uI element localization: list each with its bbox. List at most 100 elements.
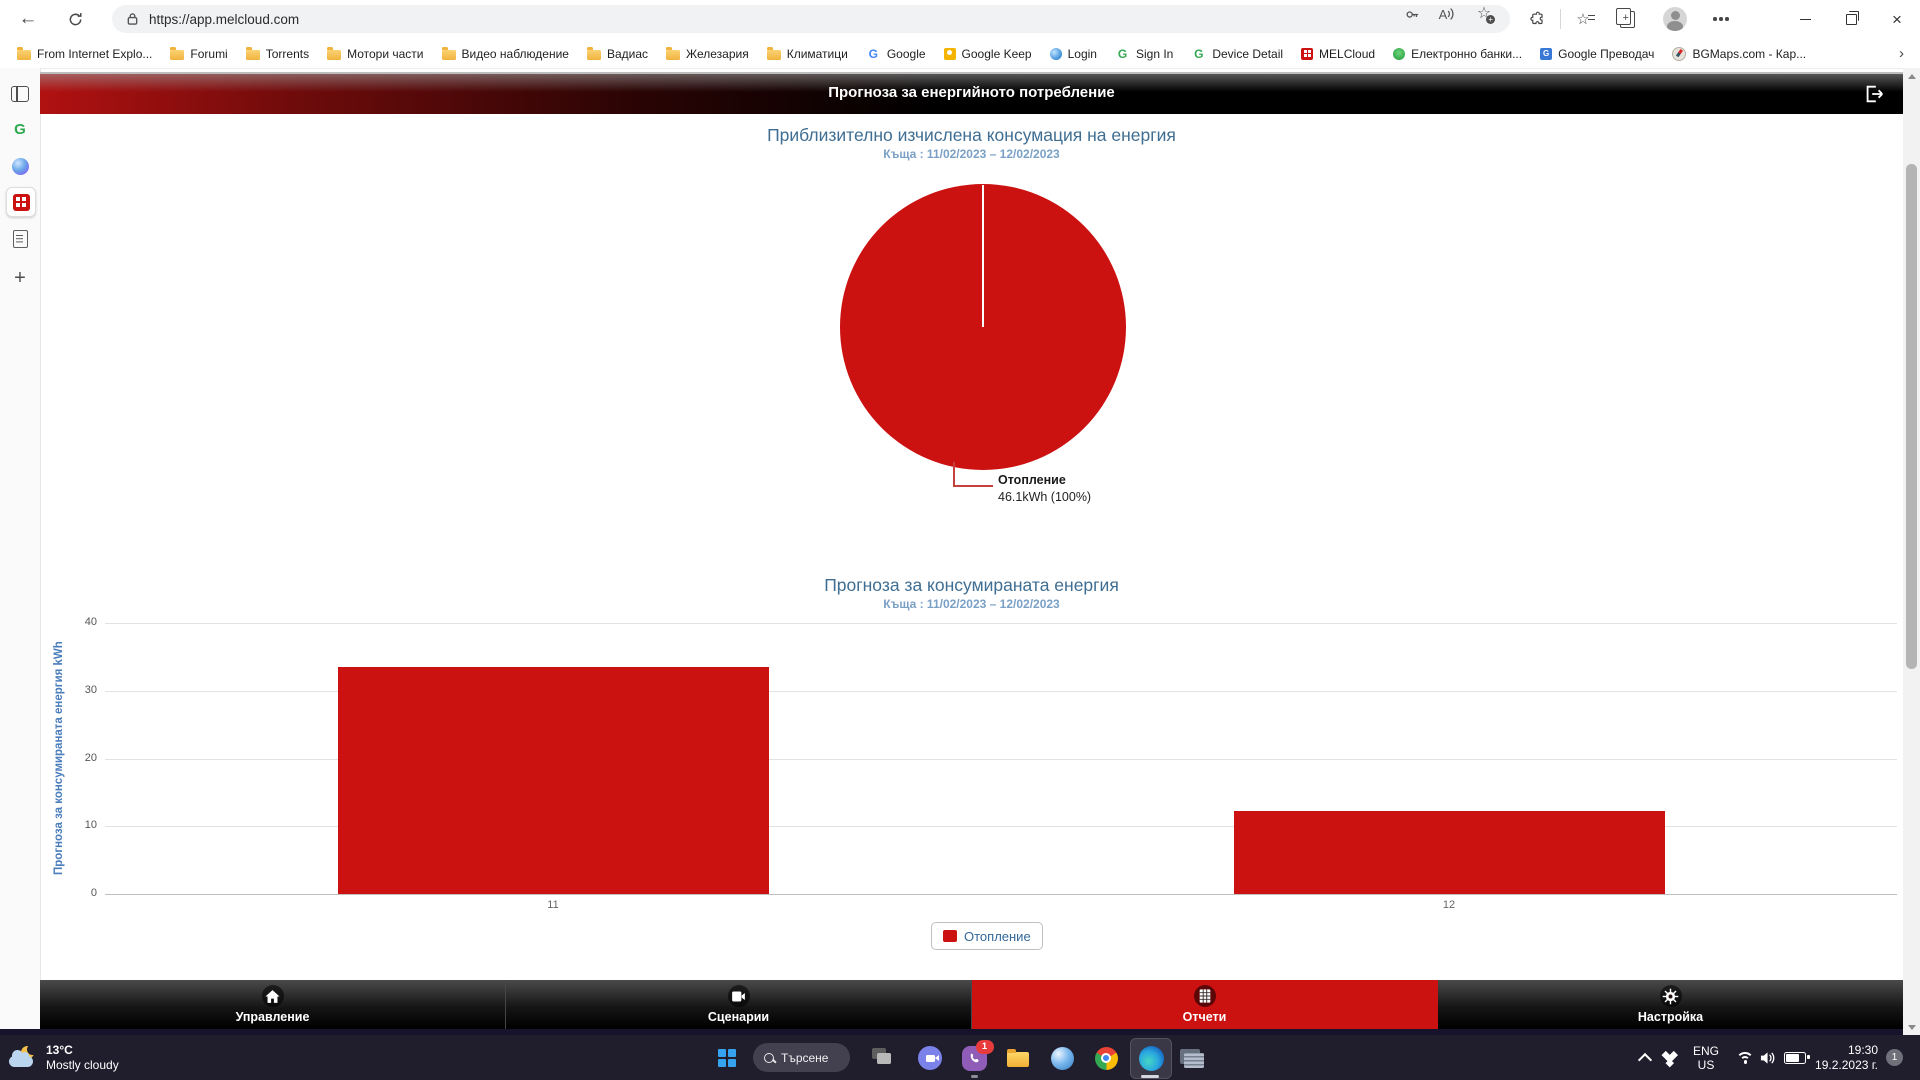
extensions-icon[interactable] bbox=[1522, 4, 1552, 34]
edge-icon[interactable] bbox=[1130, 1038, 1172, 1079]
weather-temperature: 13°C bbox=[46, 1042, 73, 1057]
dropbox-icon[interactable] bbox=[1661, 1035, 1678, 1080]
bookmark-item[interactable]: From Internet Explo... bbox=[10, 44, 159, 64]
battery-icon[interactable] bbox=[1784, 1035, 1810, 1080]
file-explorer-icon[interactable] bbox=[1003, 1043, 1033, 1073]
home-icon bbox=[261, 985, 284, 1007]
chrome-icon[interactable] bbox=[1091, 1043, 1121, 1073]
nav-tab-scenarios[interactable]: Сценарии bbox=[506, 980, 972, 1029]
back-icon[interactable]: ← bbox=[18, 8, 38, 29]
bottom-nav: Управление Сценарии Отчети Настройка bbox=[40, 980, 1903, 1029]
clock[interactable]: 19:30 19.2.2023 г. bbox=[1812, 1035, 1878, 1080]
sidebar-panel-icon[interactable] bbox=[6, 80, 34, 108]
taskbar-search[interactable]: Търсене bbox=[753, 1043, 850, 1072]
site-info-lock-icon[interactable] bbox=[126, 12, 139, 26]
bookmark-item[interactable]: Torrents bbox=[239, 44, 316, 64]
task-view-icon[interactable] bbox=[869, 1043, 899, 1073]
restore-button[interactable] bbox=[1828, 0, 1874, 39]
document-icon[interactable] bbox=[6, 225, 34, 253]
bookmark-item[interactable]: Google Keep bbox=[937, 44, 1039, 64]
vertical-scrollbar[interactable] bbox=[1903, 68, 1920, 1035]
camera-icon bbox=[727, 985, 750, 1007]
scroll-down-icon[interactable] bbox=[1903, 1019, 1920, 1035]
login-icon bbox=[1049, 47, 1062, 60]
weather-widget[interactable]: 13°C Mostly cloudy bbox=[8, 1035, 119, 1080]
gsign-icon bbox=[1191, 47, 1206, 61]
logout-icon[interactable] bbox=[1861, 81, 1887, 107]
bookmark-item[interactable]: Железария bbox=[659, 44, 756, 64]
legend[interactable]: Отопление bbox=[931, 922, 1043, 950]
folder-icon bbox=[586, 47, 601, 60]
notification-badge[interactable]: 1 bbox=[1886, 1035, 1903, 1080]
pie-chart-subtitle: Къща : 11/02/2023 – 12/02/2023 bbox=[883, 147, 1060, 161]
close-button[interactable]: × bbox=[1892, 9, 1902, 29]
image-creator-icon[interactable] bbox=[6, 152, 34, 180]
bookmark-item[interactable]: Sign In bbox=[1108, 44, 1180, 64]
scrollbar-thumb[interactable] bbox=[1906, 164, 1917, 669]
google-shortcut-icon[interactable] bbox=[6, 116, 34, 144]
pie-label-name: Отопление bbox=[998, 473, 1066, 487]
window-bottom-strip bbox=[0, 1029, 1920, 1035]
edge-sidebar: + bbox=[0, 68, 41, 1035]
y-tick-label: 30 bbox=[84, 683, 97, 696]
bookmark-item[interactable]: Google bbox=[859, 44, 933, 64]
language-indicator[interactable]: ENG US bbox=[1692, 1043, 1719, 1072]
profile-avatar[interactable] bbox=[1660, 4, 1690, 34]
wifi-icon[interactable] bbox=[1736, 1035, 1754, 1080]
viber-running-indicator bbox=[971, 1075, 978, 1078]
tray-chevron-icon[interactable] bbox=[1637, 1035, 1653, 1080]
bar-chart-subtitle: Къща : 11/02/2023 – 12/02/2023 bbox=[883, 597, 1060, 611]
keep-icon bbox=[943, 47, 956, 60]
volume-icon[interactable] bbox=[1760, 1035, 1777, 1080]
collections-icon[interactable]: + bbox=[1612, 4, 1642, 34]
bookmark-item[interactable]: Мотори части bbox=[320, 44, 430, 64]
y-tick-label: 0 bbox=[90, 887, 97, 899]
scroll-up-icon[interactable] bbox=[1903, 68, 1920, 84]
bookmark-item[interactable]: Device Detail bbox=[1184, 44, 1290, 64]
refresh-icon[interactable] bbox=[60, 4, 90, 34]
url-bar[interactable]: https://app.melcloud.com bbox=[112, 5, 1510, 33]
chat-icon[interactable] bbox=[915, 1043, 945, 1073]
bookmark-item[interactable]: Login bbox=[1043, 44, 1104, 64]
legend-label: Отопление bbox=[964, 928, 1031, 944]
weather-condition: Mostly cloudy bbox=[46, 1057, 119, 1072]
melcloud-app-icon[interactable] bbox=[6, 187, 36, 217]
bookmark-item[interactable]: Видео наблюдение bbox=[435, 44, 576, 64]
y-tick-label: 10 bbox=[84, 819, 97, 832]
app-header: Прогноза за енергийното потребление bbox=[40, 72, 1903, 114]
bookmark-item[interactable]: Forumi bbox=[163, 44, 234, 64]
password-key-icon[interactable] bbox=[1399, 3, 1425, 25]
gridline bbox=[105, 690, 1897, 692]
bookmarks-overflow-icon[interactable]: › bbox=[1899, 45, 1904, 62]
add-favorite-icon[interactable]: ☆ + bbox=[1471, 3, 1497, 25]
search-icon bbox=[764, 1052, 774, 1063]
nav-tab-label: Сценарии bbox=[707, 1010, 770, 1024]
read-aloud-icon[interactable]: A bbox=[1434, 3, 1460, 25]
browser-globe-icon[interactable] bbox=[1047, 1043, 1077, 1073]
favorites-bar-icon[interactable]: ☆ bbox=[1568, 4, 1598, 34]
add-sidebar-item-icon[interactable]: + bbox=[14, 267, 26, 289]
folder-icon bbox=[327, 47, 342, 60]
url-text[interactable]: https://app.melcloud.com bbox=[149, 11, 300, 27]
bookmark-item[interactable]: Климатици bbox=[760, 44, 855, 64]
bookmark-item[interactable]: MELCloud bbox=[1294, 44, 1382, 64]
bar-plot-area bbox=[105, 623, 1897, 895]
pie-label-value: 46.1kWh (100%) bbox=[998, 490, 1092, 504]
bar-12 bbox=[1233, 810, 1665, 894]
start-button[interactable] bbox=[712, 1043, 742, 1073]
bookmark-item[interactable]: Електронно банки... bbox=[1386, 44, 1529, 64]
nav-tab-reports[interactable]: Отчети bbox=[972, 980, 1438, 1029]
viber-icon[interactable]: 1 bbox=[959, 1039, 994, 1073]
minimize-button[interactable] bbox=[1782, 0, 1828, 39]
bookmark-item[interactable]: Google Преводач bbox=[1533, 44, 1661, 64]
more-menu-icon[interactable] bbox=[1706, 4, 1736, 34]
y-tick-label: 40 bbox=[84, 616, 97, 628]
bookmark-item[interactable]: BGMaps.com - Кар... bbox=[1665, 44, 1813, 64]
y-axis-ticks: 0 10 20 30 40 bbox=[55, 616, 97, 899]
nav-tab-management[interactable]: Управление bbox=[40, 980, 506, 1029]
pie-label-connector bbox=[953, 462, 993, 487]
bookmark-item[interactable]: Вадиас bbox=[580, 44, 655, 64]
touch-keyboard-icon[interactable] bbox=[1179, 1043, 1209, 1073]
nav-tab-settings[interactable]: Настройка bbox=[1438, 980, 1903, 1029]
